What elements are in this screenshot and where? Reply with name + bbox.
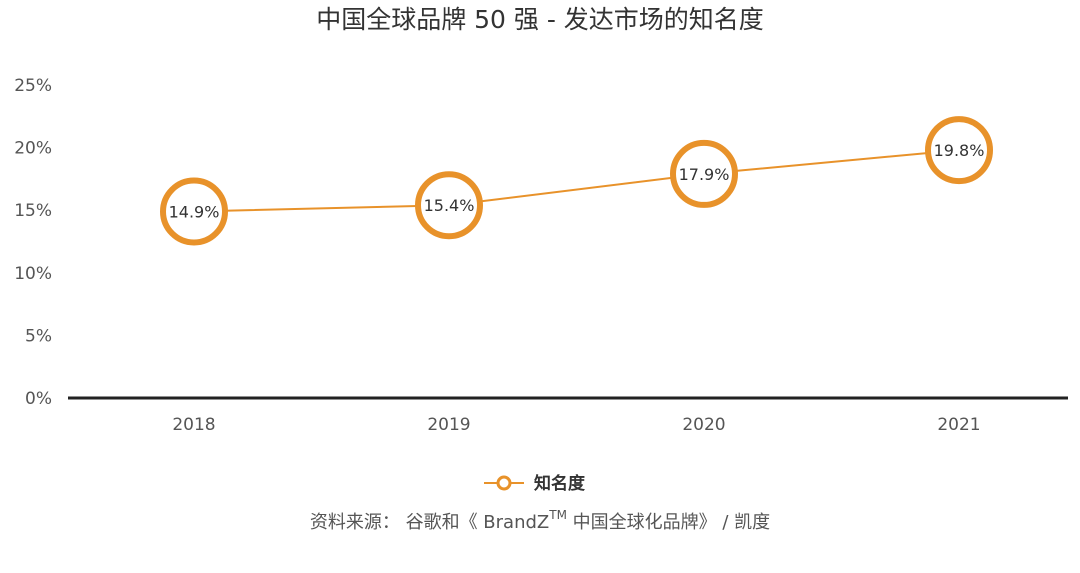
series-line [193,149,960,213]
y-tick-label: 25% [14,76,52,96]
y-axis-tick-labels: 0% 5% 10% 15% 20% 25% [14,76,52,409]
data-point-marker [415,171,483,240]
data-point-marker [670,139,738,208]
data-label: 19.8% [934,141,985,160]
data-label: 17.9% [679,165,730,184]
legend-marker-swatch [496,475,512,491]
data-label: 15.4% [424,196,475,215]
source-prefix: 资料来源： 谷歌和《 BrandZ [310,512,549,533]
chart-title: 中国全球品牌 50 强 - 发达市场的知名度 [316,5,764,34]
y-tick-label: 10% [14,264,52,284]
legend: 知名度 [484,473,586,494]
data-point-marker [925,116,993,185]
y-tick-label: 0% [25,389,52,409]
data-label: 14.9% [169,203,220,222]
y-tick-label: 5% [25,326,52,346]
y-tick-label: 15% [14,201,52,221]
x-tick-label: 2020 [682,415,725,435]
source-tm: TM [548,508,567,522]
x-axis-tick-labels: 2018 2019 2020 2021 [172,415,980,435]
x-tick-label: 2018 [172,415,215,435]
legend-label: 知名度 [533,473,586,494]
y-tick-label: 20% [14,139,52,159]
x-tick-label: 2019 [427,415,470,435]
source-note: 资料来源： 谷歌和《 BrandZTM 中国全球化品牌》 / 凯度 [310,508,770,533]
series-group: 14.9% 15.4% 17.9% 19.8% [160,116,993,246]
x-tick-label: 2021 [937,415,980,435]
data-point-marker [160,177,228,246]
source-suffix: 中国全球化品牌》 / 凯度 [567,512,770,533]
